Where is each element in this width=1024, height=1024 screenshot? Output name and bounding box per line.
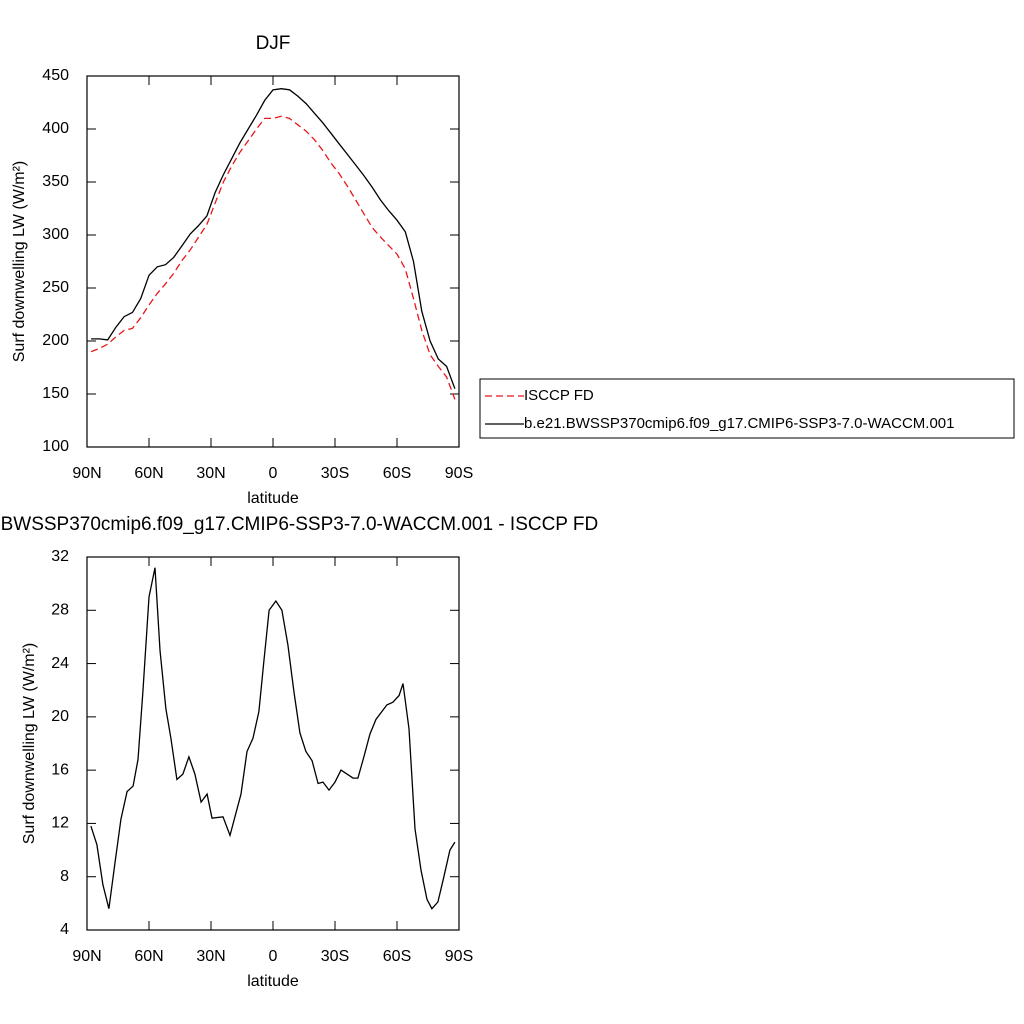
y-tick-label: 250 bbox=[42, 279, 69, 296]
x-tick-label: 90N bbox=[72, 465, 101, 482]
x-axis-label: latitude bbox=[247, 973, 299, 990]
y-tick-label: 16 bbox=[51, 761, 69, 778]
chart-title: DJF bbox=[256, 33, 291, 54]
y-tick-label: 24 bbox=[51, 655, 69, 672]
x-tick-label: 0 bbox=[269, 948, 278, 965]
plot-frame bbox=[86, 75, 460, 448]
y-axis-label: Surf downwelling LW (W/m²) bbox=[11, 161, 28, 363]
x-tick-label: 90S bbox=[445, 465, 473, 482]
data-line bbox=[90, 567, 456, 910]
y-tick-label: 150 bbox=[42, 385, 69, 402]
y-tick-label: 20 bbox=[51, 708, 69, 725]
legend-label: b.e21.BWSSP370cmip6.f09_g17.CMIP6-SSP3-7… bbox=[524, 415, 954, 432]
chart-title: b.e21.BWSSP370cmip6.f09_g17.CMIP6-SSP3-7… bbox=[0, 514, 598, 535]
y-tick-label: 100 bbox=[42, 438, 69, 455]
x-tick-label: 30N bbox=[196, 465, 225, 482]
x-tick-label: 90S bbox=[445, 948, 473, 965]
data-line bbox=[90, 115, 456, 400]
plot-frame bbox=[86, 556, 460, 931]
y-tick-label: 4 bbox=[60, 921, 69, 938]
x-axis-label: latitude bbox=[247, 490, 299, 507]
y-tick-label: 350 bbox=[42, 173, 69, 190]
legend-label: ISCCP FD bbox=[524, 387, 594, 404]
y-axis-label: Surf downwelling LW (W/m²) bbox=[21, 643, 38, 845]
x-tick-label: 60N bbox=[134, 948, 163, 965]
x-tick-label: 90N bbox=[72, 948, 101, 965]
y-tick-label: 32 bbox=[51, 548, 69, 565]
x-tick-label: 60N bbox=[134, 465, 163, 482]
y-tick-label: 12 bbox=[51, 815, 69, 832]
x-tick-label: 60S bbox=[383, 948, 411, 965]
y-tick-label: 8 bbox=[60, 868, 69, 885]
y-tick-label: 300 bbox=[42, 226, 69, 243]
x-tick-label: 0 bbox=[269, 465, 278, 482]
legend-box bbox=[479, 378, 1015, 439]
y-tick-label: 28 bbox=[51, 602, 69, 619]
y-tick-label: 200 bbox=[42, 332, 69, 349]
y-tick-label: 400 bbox=[42, 120, 69, 137]
x-tick-label: 60S bbox=[383, 465, 411, 482]
y-tick-label: 450 bbox=[42, 67, 69, 84]
x-tick-label: 30N bbox=[196, 948, 225, 965]
x-tick-label: 30S bbox=[321, 465, 349, 482]
x-tick-label: 30S bbox=[321, 948, 349, 965]
data-line bbox=[91, 88, 456, 389]
